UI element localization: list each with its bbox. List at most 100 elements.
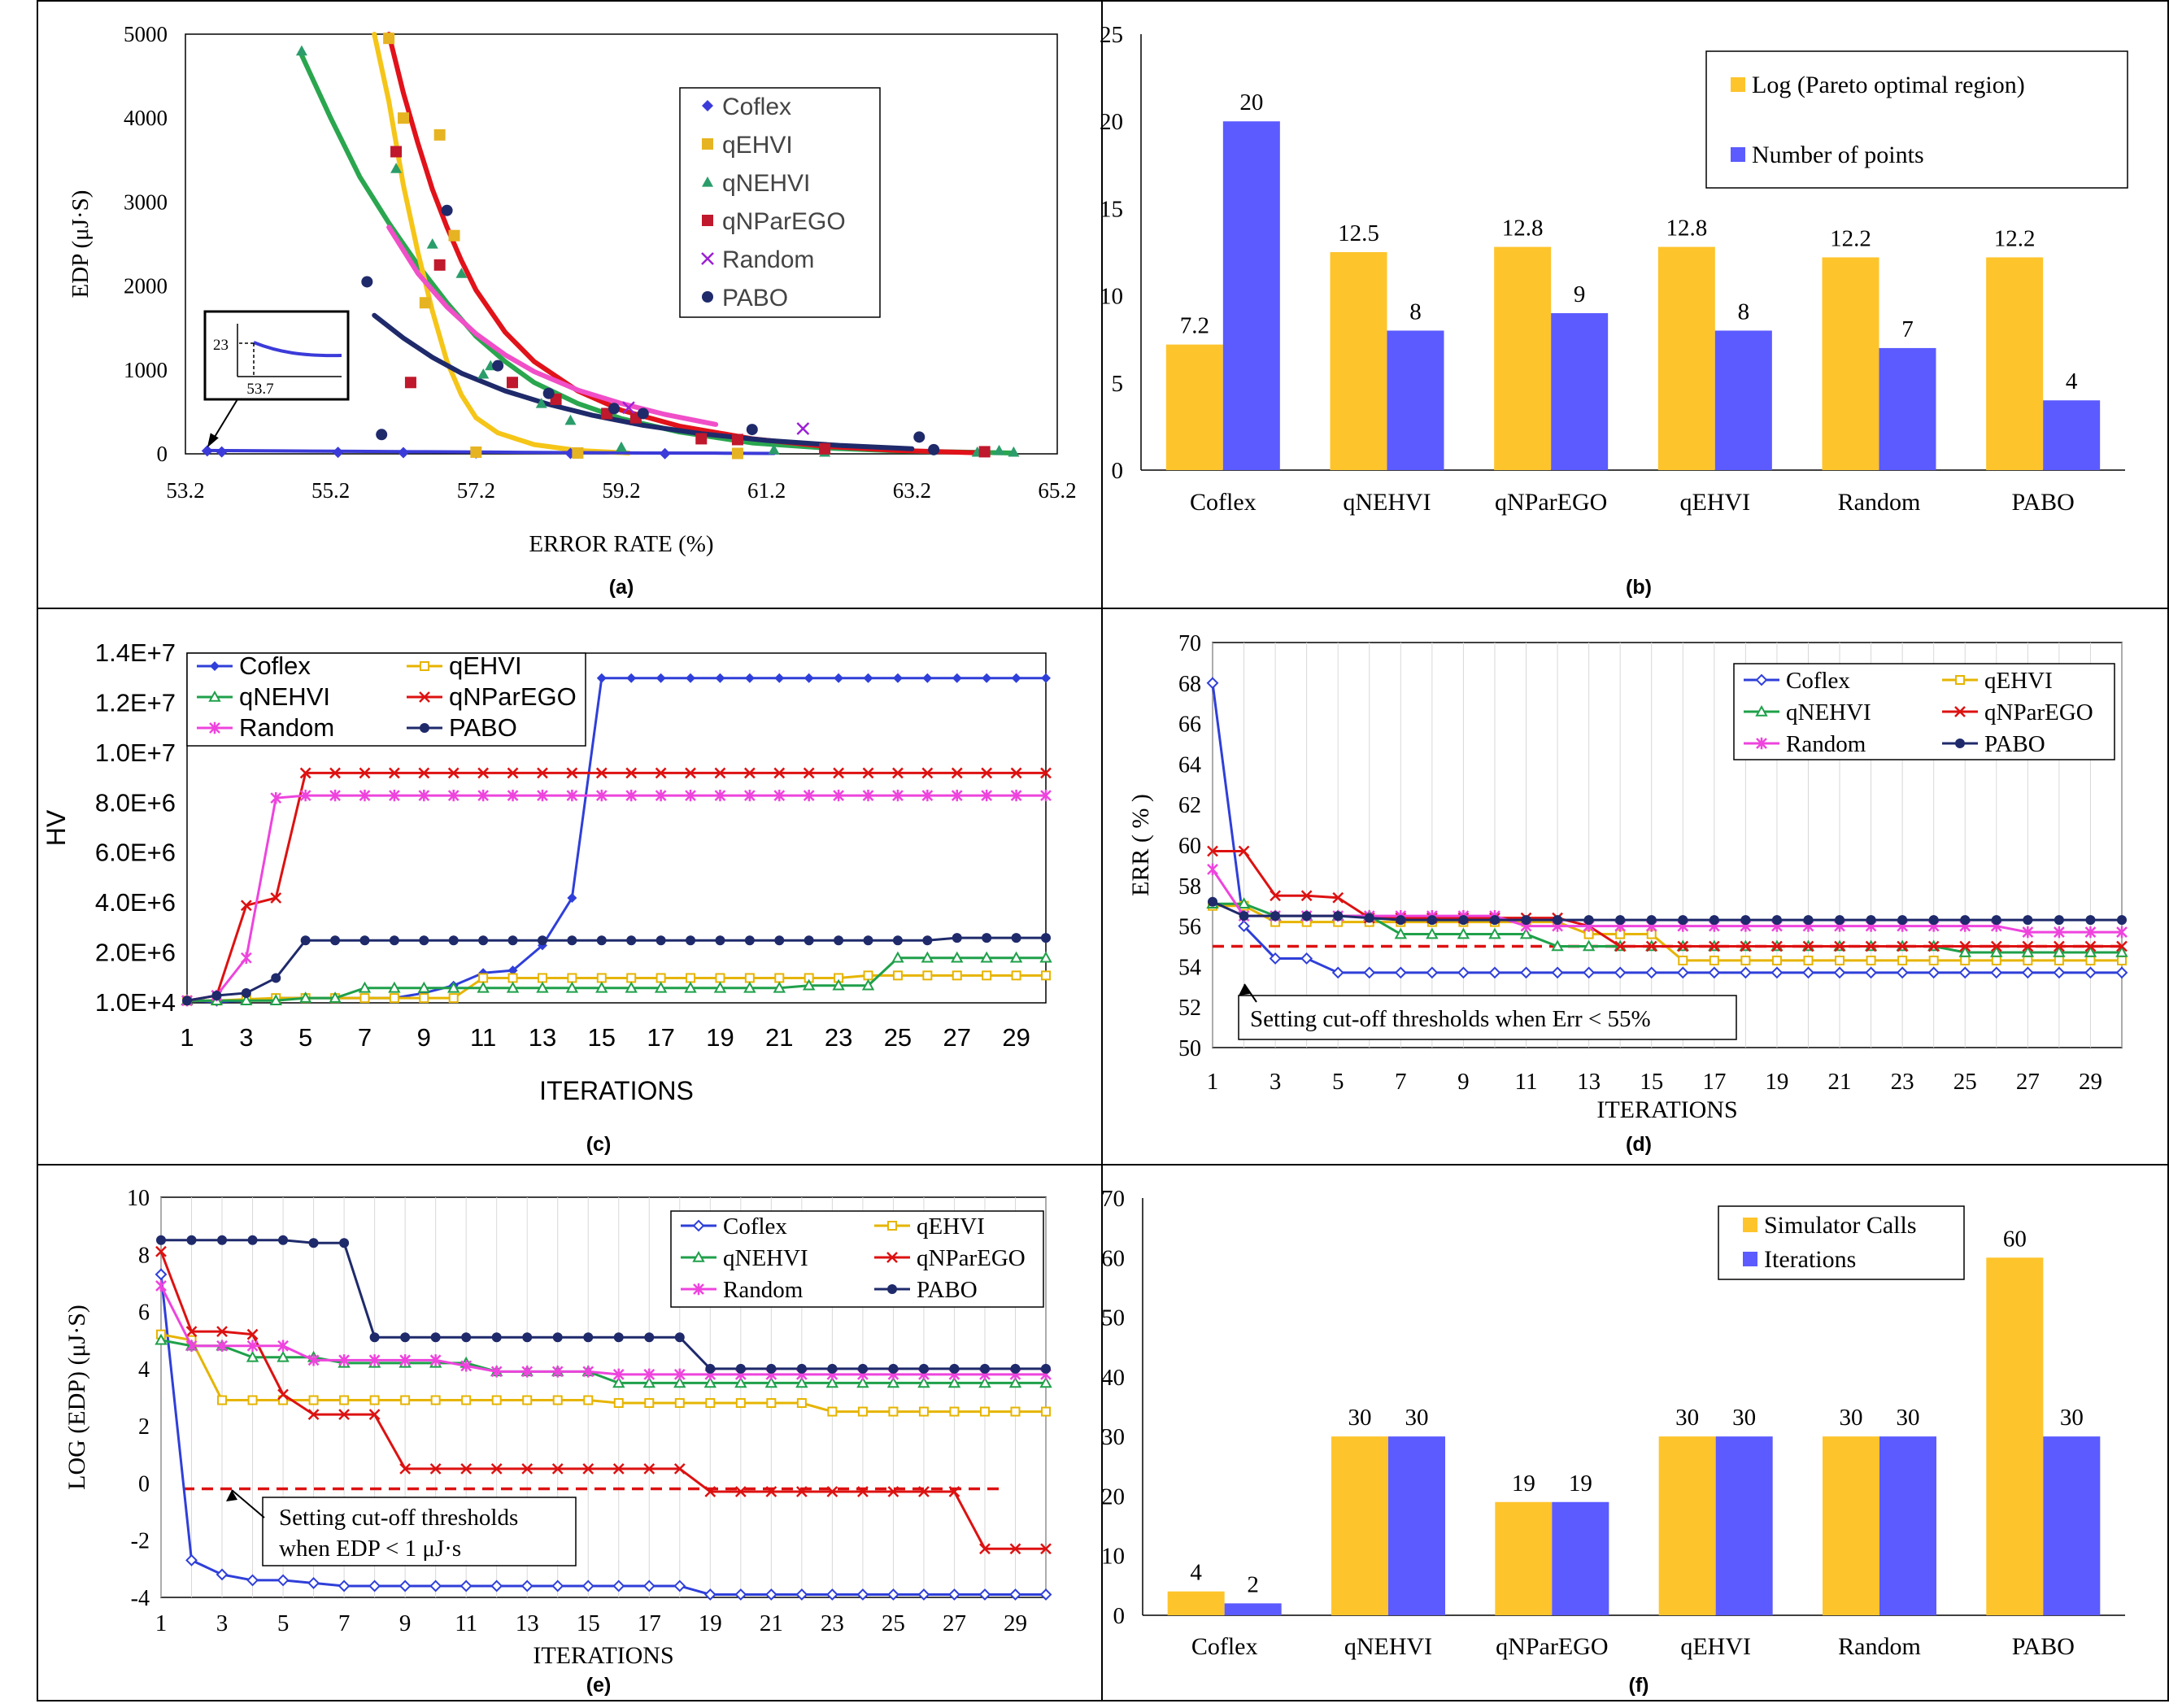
point-qNEHVI — [917, 1376, 930, 1388]
x-tick-label: 53.2 — [166, 478, 204, 503]
point-qNEHVI — [1394, 927, 1408, 939]
point-qNEHVI — [2053, 945, 2066, 957]
point-PABO — [182, 996, 192, 1006]
point-qNParEGO — [833, 767, 844, 779]
point-PABO — [952, 933, 962, 943]
point-Random — [155, 1279, 167, 1292]
point-Coflex — [1958, 966, 1971, 979]
point-Coflex — [2021, 966, 2034, 979]
series-line-qNParEGO — [186, 771, 1046, 1002]
point-Coflex — [1645, 966, 1658, 979]
x-tick-label: 15 — [577, 1610, 600, 1636]
point-qNParEGO — [429, 1462, 442, 1475]
legend-label: qNParEGO — [1984, 699, 2093, 725]
bar-Simulator Calls — [1495, 1501, 1553, 1615]
point-qEHVI — [2023, 955, 2033, 965]
category-label: Coflex — [1190, 489, 1257, 516]
point-PABO — [766, 1363, 777, 1374]
x-tick-label: 3 — [1270, 1069, 1282, 1095]
point-Random — [460, 1360, 473, 1372]
point-Coflex — [581, 1579, 595, 1593]
point-PABO — [217, 1235, 228, 1245]
bar-Number of points — [1551, 313, 1609, 470]
point-qEHVI — [644, 1398, 655, 1409]
x-tick-label: 13 — [529, 1023, 556, 1052]
point-Random — [1010, 789, 1022, 802]
point-qNEHVI — [2021, 945, 2035, 957]
point-PABO — [376, 429, 388, 441]
point-Coflex — [863, 673, 873, 683]
point-Coflex — [856, 1588, 869, 1601]
bar-Iterations — [1388, 1436, 1445, 1615]
point-PABO — [441, 204, 453, 216]
point-Coflex — [338, 1579, 351, 1593]
bar-value-label: 30 — [2060, 1405, 2084, 1431]
point-qNParEGO — [329, 767, 341, 779]
point-Random — [951, 789, 963, 802]
point-qNEHVI — [773, 981, 786, 993]
legend-label: qEHVI — [449, 651, 522, 680]
series-line-qNParEGO — [1213, 849, 2122, 948]
legend-label: Random — [239, 713, 334, 742]
legend-label: Coflex — [722, 94, 791, 120]
point-qNEHVI — [506, 981, 520, 993]
point-PABO — [686, 935, 696, 946]
bar-value-label: 30 — [1732, 1405, 1756, 1431]
point-qEHVI — [359, 993, 370, 1004]
point-PABO — [918, 1363, 929, 1374]
point-qEHVI — [572, 447, 584, 459]
x-tick-label: 17 — [1702, 1069, 1726, 1095]
x-tick-label: 25 — [884, 1023, 912, 1052]
point-Random — [329, 789, 341, 802]
point-Coflex — [1583, 966, 1596, 979]
point-PABO — [888, 1363, 899, 1374]
x-axis-label: ITERATIONS — [533, 1642, 673, 1669]
y-tick-label: 70 — [1101, 1186, 1125, 1212]
point-qEHVI — [796, 1398, 807, 1409]
x-tick-label: 55.2 — [311, 478, 350, 503]
point-Coflex — [1363, 966, 1376, 979]
point-PABO — [1803, 915, 1814, 926]
point-qEHVI — [686, 973, 696, 983]
point-qNParEGO — [1677, 940, 1689, 952]
point-Coflex — [1520, 966, 1532, 979]
legend-swatch-Number of points — [1731, 147, 1745, 162]
panel-label: (a) — [609, 576, 634, 599]
point-Coflex — [703, 1588, 716, 1601]
point-Random — [582, 1366, 595, 1378]
point-qNParEGO — [643, 1462, 655, 1475]
point-qNEHVI — [295, 45, 307, 56]
plot-area — [186, 652, 1047, 1004]
point-Coflex — [398, 447, 409, 459]
point-Coflex — [1614, 966, 1627, 979]
x-tick-label: 5 — [277, 1610, 290, 1636]
category-label: qNEHVI — [1343, 489, 1431, 516]
point-qNEHVI — [277, 1350, 290, 1362]
legend-swatch-Log (Pareto optimal region) — [1731, 77, 1745, 92]
series-line-qNEHVI — [160, 1339, 1046, 1384]
bar-Log (Pareto optimal region) — [1822, 257, 1879, 470]
point-qEHVI — [470, 446, 482, 458]
legend-marker-Coflex — [702, 100, 713, 111]
point-qNParEGO — [155, 1245, 167, 1257]
x-axis-label: ERROR RATE (%) — [529, 531, 713, 557]
point-PABO — [542, 387, 555, 399]
point-Random — [338, 1354, 350, 1366]
point-qNEHVI — [1457, 927, 1470, 939]
point-Random — [2116, 926, 2128, 939]
point-Coflex — [307, 1577, 320, 1589]
point-qEHVI — [217, 1395, 228, 1405]
bar-value-label: 7.2 — [1180, 313, 1209, 339]
x-tick-label: 23 — [821, 1610, 844, 1636]
point-qEHVI — [766, 1398, 777, 1409]
point-qNEHVI — [565, 981, 579, 993]
point-qNParEGO — [981, 767, 993, 779]
inset-arrowhead — [207, 433, 219, 448]
point-qNParEGO — [978, 446, 991, 458]
x-tick-label: 3 — [216, 1610, 229, 1636]
point-Random — [399, 1354, 412, 1366]
y-tick-label: 4000 — [124, 106, 168, 130]
point-Random — [595, 789, 608, 802]
category-label: PABO — [2012, 489, 2075, 516]
point-PABO — [796, 1363, 807, 1374]
